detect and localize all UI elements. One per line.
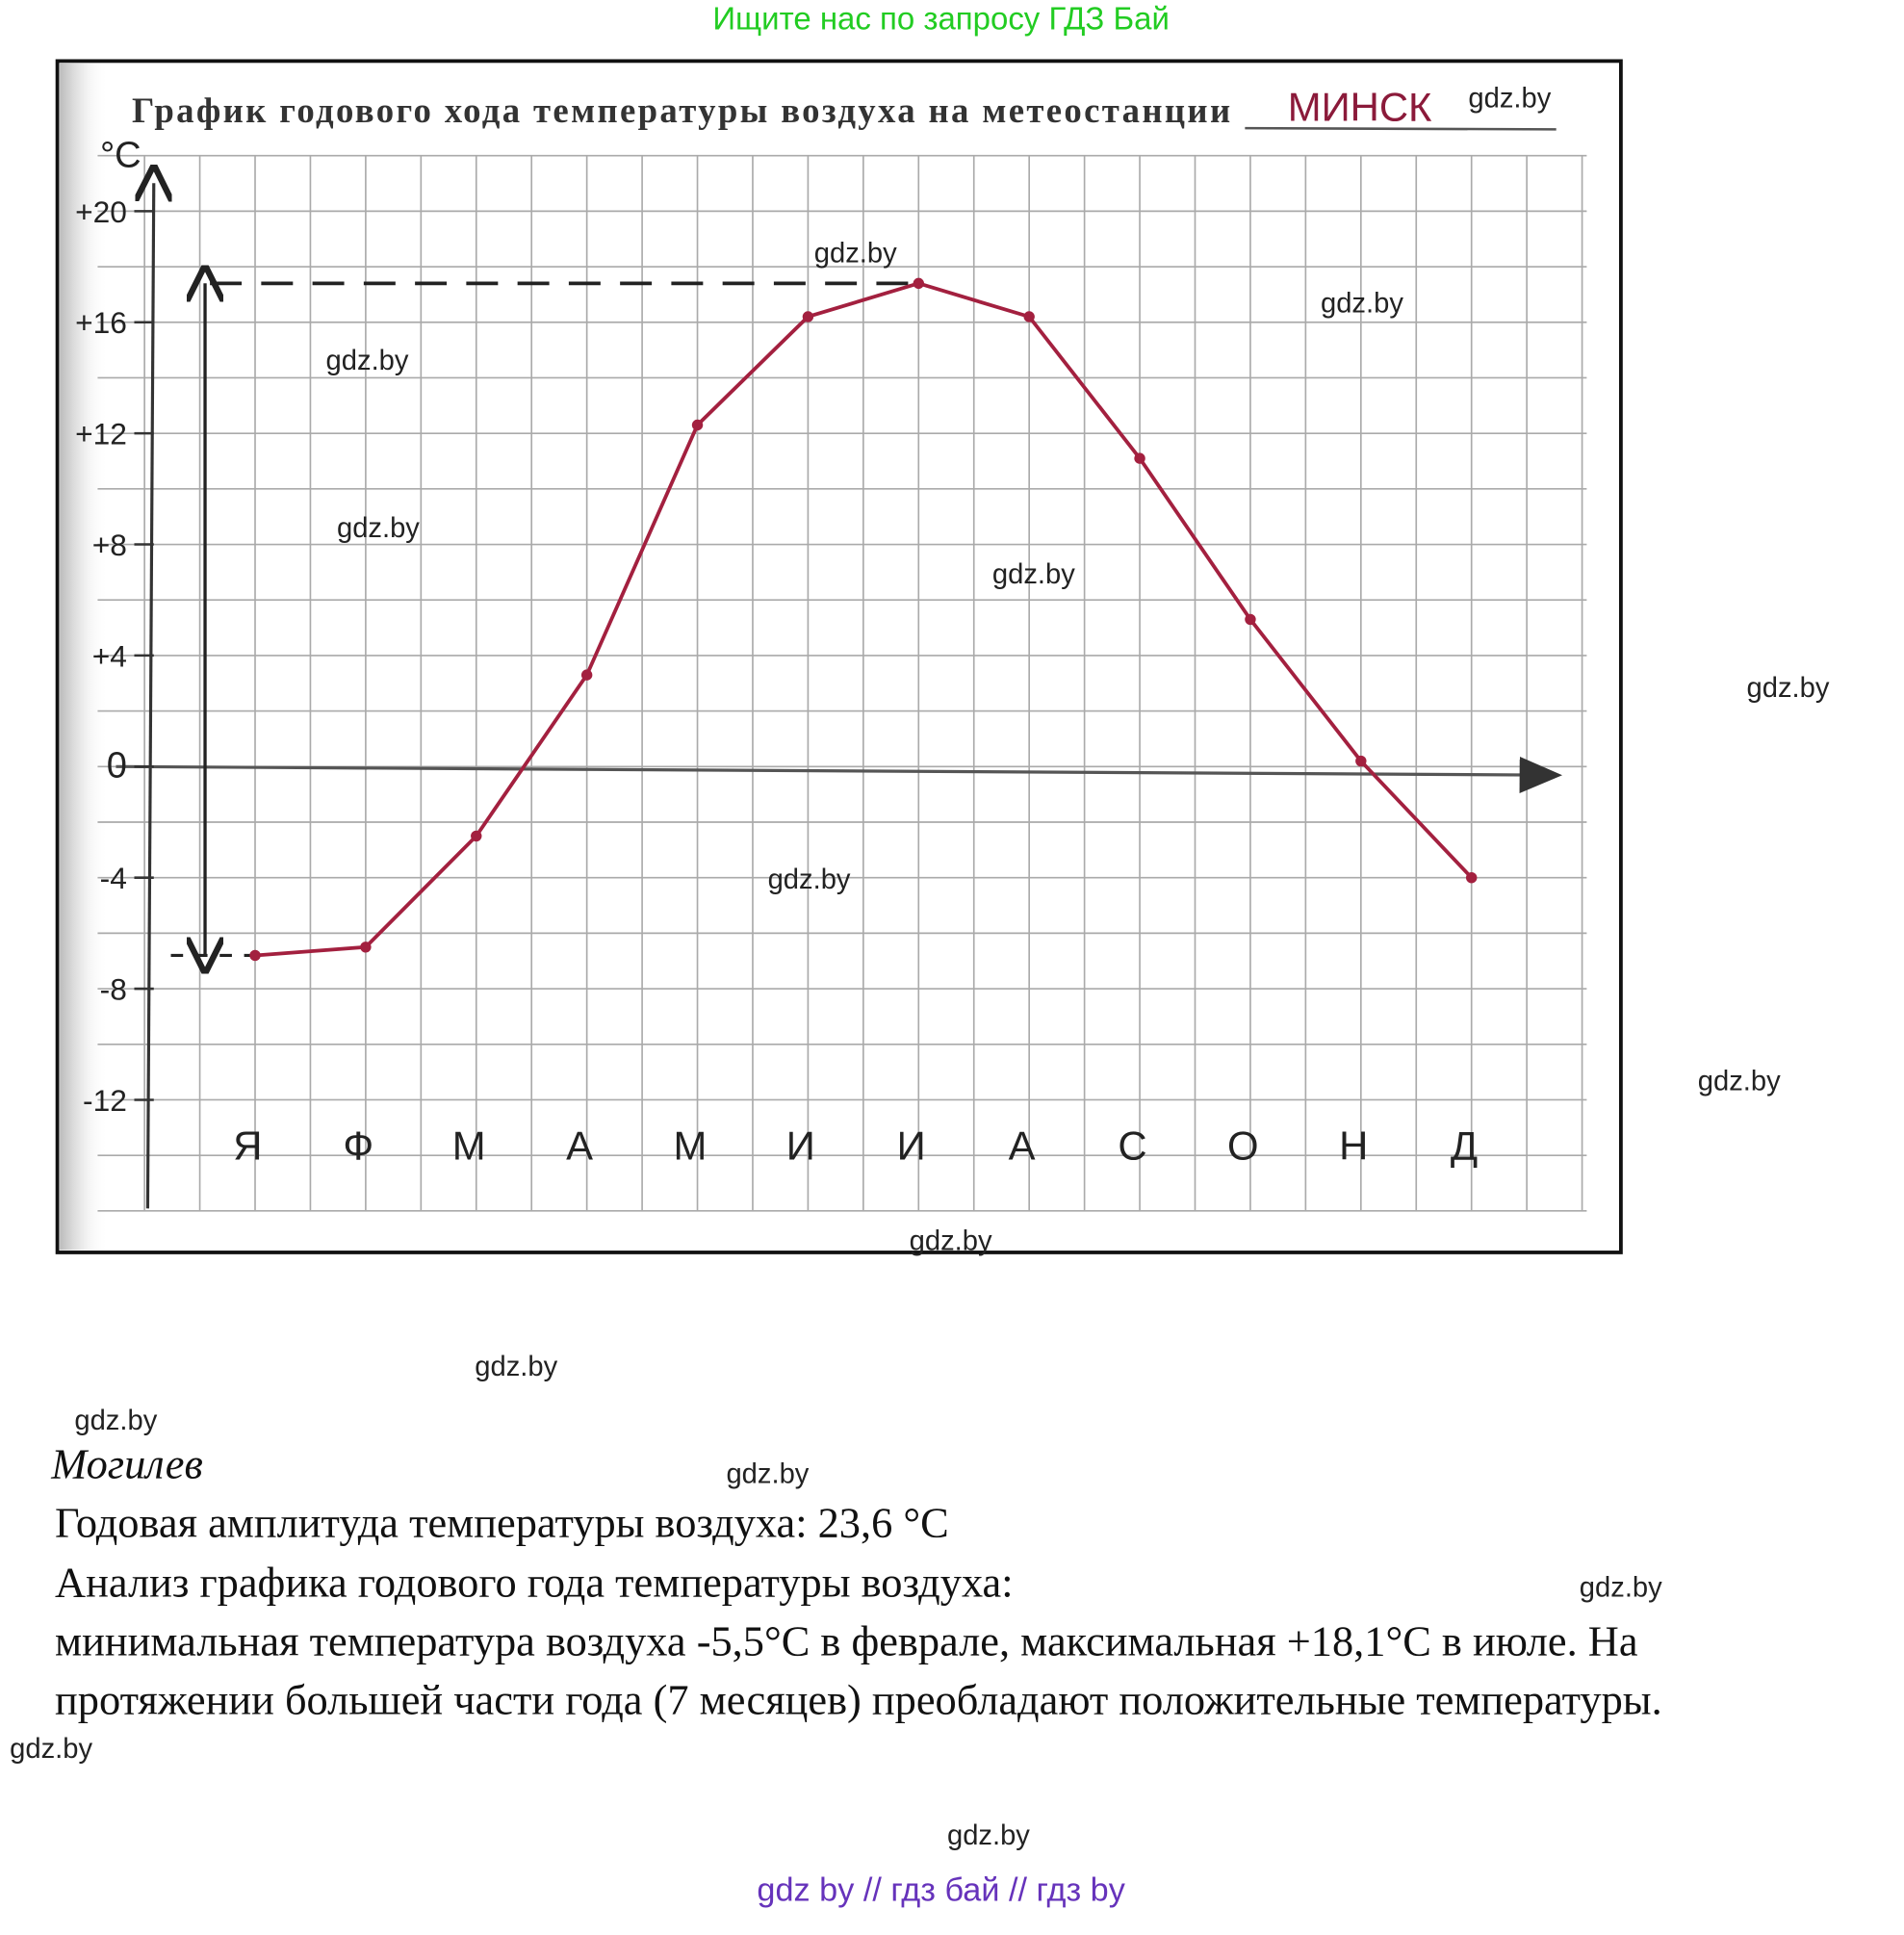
watermark: gdz.by — [726, 1457, 810, 1489]
answer-city: Могилев — [51, 1440, 203, 1488]
y-tick-label: -4 — [100, 861, 127, 895]
temperature-chart: График годового хода температуры воздуха… — [55, 59, 1623, 1254]
month-label: А — [1009, 1123, 1036, 1169]
watermark: gdz.by — [325, 344, 409, 376]
top-banner: Ищите нас по запросу ГДЗ Бай — [712, 0, 1170, 38]
data-point — [802, 311, 814, 322]
analysis-heading: Анализ графика годового года температуры… — [55, 1559, 1014, 1607]
month-label: А — [566, 1123, 593, 1169]
watermark: gdz.by — [767, 863, 851, 895]
month-label: О — [1227, 1123, 1259, 1169]
footer-links[interactable]: gdz by // гдз бай // гдз by — [757, 1870, 1125, 1908]
data-point — [1134, 452, 1145, 464]
answer-amplitude: Годовая амплитуда температуры воздуха: 2… — [55, 1499, 949, 1547]
station-name: МИНСК — [1288, 85, 1432, 130]
data-point — [580, 669, 593, 681]
month-label: С — [1118, 1123, 1146, 1169]
x-axis — [116, 756, 1563, 793]
month-label: Я — [233, 1123, 262, 1169]
watermark: gdz.by — [1579, 1570, 1662, 1603]
watermark: gdz.by — [1320, 286, 1403, 319]
y-tick-label: +8 — [92, 528, 127, 562]
y-tick-label: +16 — [75, 305, 127, 340]
grid — [97, 154, 1587, 1212]
y-tick-label: +12 — [75, 417, 127, 452]
data-point — [360, 942, 372, 953]
month-label: Ф — [343, 1123, 373, 1169]
data-point — [913, 277, 925, 290]
data-point — [471, 830, 482, 842]
watermark: gdz.by — [74, 1404, 158, 1436]
watermark: gdz.by — [946, 1819, 1030, 1851]
watermark: gdz.by — [909, 1224, 992, 1256]
temperature-line — [254, 281, 1474, 958]
watermark: gdz.by — [336, 511, 420, 544]
y-tick-label: 0 — [107, 746, 127, 787]
month-label: Д — [1451, 1123, 1478, 1169]
data-point — [1355, 755, 1367, 767]
analysis-line-2: протяжении большей части года (7 месяцев… — [55, 1675, 1662, 1724]
month-label: И — [786, 1123, 815, 1169]
y-tick-label: -12 — [83, 1083, 127, 1118]
data-point — [1245, 613, 1256, 626]
chart-title: График годового хода температуры воздуха… — [132, 90, 1230, 130]
data-point — [691, 419, 704, 431]
y-tick-label: +4 — [92, 638, 127, 673]
watermark: gdz.by — [1746, 671, 1830, 704]
watermark: gdz.by — [475, 1350, 558, 1382]
watermark: gdz.by — [991, 557, 1075, 590]
data-point — [1465, 871, 1478, 884]
watermark: gdz.by — [1468, 81, 1552, 114]
data-point — [249, 949, 261, 962]
station-underline — [1245, 126, 1557, 131]
month-label: М — [452, 1123, 486, 1169]
watermark: gdz.by — [10, 1732, 93, 1765]
analysis-line-1: минимальная температура воздуха -5,5°С в… — [55, 1617, 1638, 1665]
y-axis — [147, 183, 153, 1209]
watermark: gdz.by — [1697, 1064, 1781, 1096]
watermark: gdz.by — [813, 236, 897, 269]
y-tick-label: -8 — [100, 971, 127, 1006]
month-label: И — [897, 1123, 926, 1169]
month-label: М — [674, 1123, 708, 1169]
data-point — [1023, 311, 1035, 322]
month-label: Н — [1339, 1123, 1368, 1169]
y-unit-label: °C — [100, 136, 142, 176]
y-tick-label: +20 — [75, 194, 127, 229]
